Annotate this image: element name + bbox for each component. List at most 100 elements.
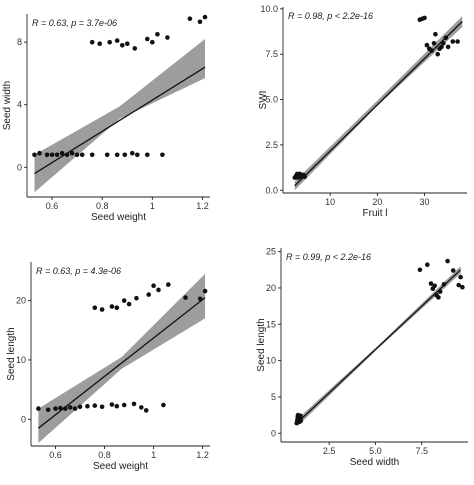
data-point: [125, 41, 130, 46]
y-tick-label: 5.0: [265, 95, 278, 105]
data-point: [456, 282, 462, 288]
data-point: [99, 404, 105, 410]
data-point: [32, 152, 37, 158]
y-axis-label: SWI: [258, 91, 269, 110]
data-point: [89, 39, 95, 45]
data-point: [439, 44, 444, 50]
y-axis-label: Seed length: [6, 327, 17, 380]
data-point: [109, 304, 115, 309]
data-point: [431, 41, 437, 46]
data-point: [36, 406, 41, 411]
data-point: [131, 401, 137, 407]
data-point: [135, 152, 140, 158]
data-point: [161, 402, 166, 408]
data-point: [77, 404, 83, 410]
data-point: [441, 282, 447, 287]
regression-line: [297, 269, 462, 423]
y-tick-label: 0.0: [265, 185, 278, 195]
data-point: [445, 44, 451, 50]
y-tick-label: 0: [17, 162, 22, 172]
correlation-annotation: R = 0.99, p < 2.2e-16: [286, 252, 371, 262]
data-point: [202, 288, 208, 294]
x-tick-label: 0.6: [49, 450, 62, 460]
data-point: [64, 152, 70, 158]
data-point: [443, 35, 449, 41]
data-point: [114, 38, 120, 43]
x-tick-label: 20: [372, 197, 382, 207]
data-point: [417, 267, 423, 273]
data-point: [450, 39, 456, 44]
data-point: [187, 16, 193, 22]
data-point: [85, 403, 90, 409]
y-tick-label: 10: [16, 355, 26, 365]
y-tick-label: 4: [17, 100, 22, 110]
x-axis-label: Seed weight: [91, 212, 146, 223]
chart-panel-2: 10 20 30 0.0 2.5 5.0 7.5 10.0 Fruit l SWI R = 0.98…: [258, 4, 467, 219]
y-tick-label: 10.0: [260, 4, 278, 14]
y-tick-label: 8: [17, 37, 22, 47]
x-tick-label: 30: [420, 197, 430, 207]
data-point: [130, 150, 135, 156]
data-point: [63, 406, 68, 411]
y-tick-label: 7.5: [265, 49, 278, 59]
chart-panel-3: 0.6 0.8 1 1.2 0 10 20 Seed weight Seed length R =…: [6, 262, 210, 472]
data-point: [114, 305, 120, 311]
data-point: [58, 405, 63, 411]
data-point: [146, 292, 151, 297]
data-point: [422, 15, 427, 21]
x-axis-label: Seed width: [350, 457, 399, 468]
data-point: [49, 152, 55, 158]
y-tick-label: 0: [21, 414, 26, 424]
regression-line: [34, 66, 206, 175]
data-point: [143, 408, 149, 413]
y-tick-label: 15: [266, 319, 276, 329]
y-tick-label: 20: [16, 296, 26, 306]
data-point: [445, 258, 450, 264]
data-point: [166, 282, 171, 287]
data-point: [202, 14, 208, 20]
data-point: [97, 41, 102, 46]
data-point: [145, 36, 150, 42]
data-point: [428, 281, 434, 286]
data-point: [121, 298, 127, 303]
y-axis-label: Seed width: [2, 81, 13, 130]
x-tick-label: 5.0: [369, 446, 382, 456]
data-point: [132, 46, 138, 51]
data-point: [104, 152, 110, 158]
data-point: [441, 41, 446, 46]
x-tick-label: 1: [151, 450, 156, 460]
data-point: [156, 287, 161, 293]
y-tick-label: 5: [271, 392, 276, 402]
data-point: [197, 296, 203, 302]
y-tick-label: 2.5: [265, 140, 278, 150]
regression-line: [37, 297, 206, 429]
x-tick-label: 10: [325, 197, 335, 207]
data-point: [425, 262, 430, 268]
data-point: [433, 31, 438, 37]
data-point: [150, 39, 155, 45]
data-point: [99, 307, 105, 312]
data-point: [437, 289, 443, 294]
regression-line: [294, 21, 463, 187]
data-point: [92, 403, 98, 408]
x-tick-label: 0.8: [98, 450, 111, 460]
data-point: [79, 152, 85, 158]
data-point: [302, 174, 308, 179]
y-tick-label: 20: [266, 283, 276, 293]
data-point: [121, 402, 127, 408]
data-point: [155, 32, 160, 37]
data-point: [298, 418, 304, 424]
y-axis-label: Seed length: [256, 318, 267, 371]
data-point: [74, 152, 80, 158]
x-tick-label: 1.2: [196, 450, 209, 460]
data-point: [109, 402, 115, 407]
data-point: [197, 19, 203, 25]
x-axis-label: Fruit l: [363, 208, 388, 219]
data-point: [458, 274, 463, 280]
data-point: [436, 295, 441, 300]
data-point: [160, 152, 165, 158]
data-point: [134, 295, 139, 301]
correlation-annotation: R = 0.98, p < 2.2e-16: [288, 11, 373, 21]
data-point: [139, 405, 144, 410]
y-tick-label: 0: [271, 428, 276, 438]
